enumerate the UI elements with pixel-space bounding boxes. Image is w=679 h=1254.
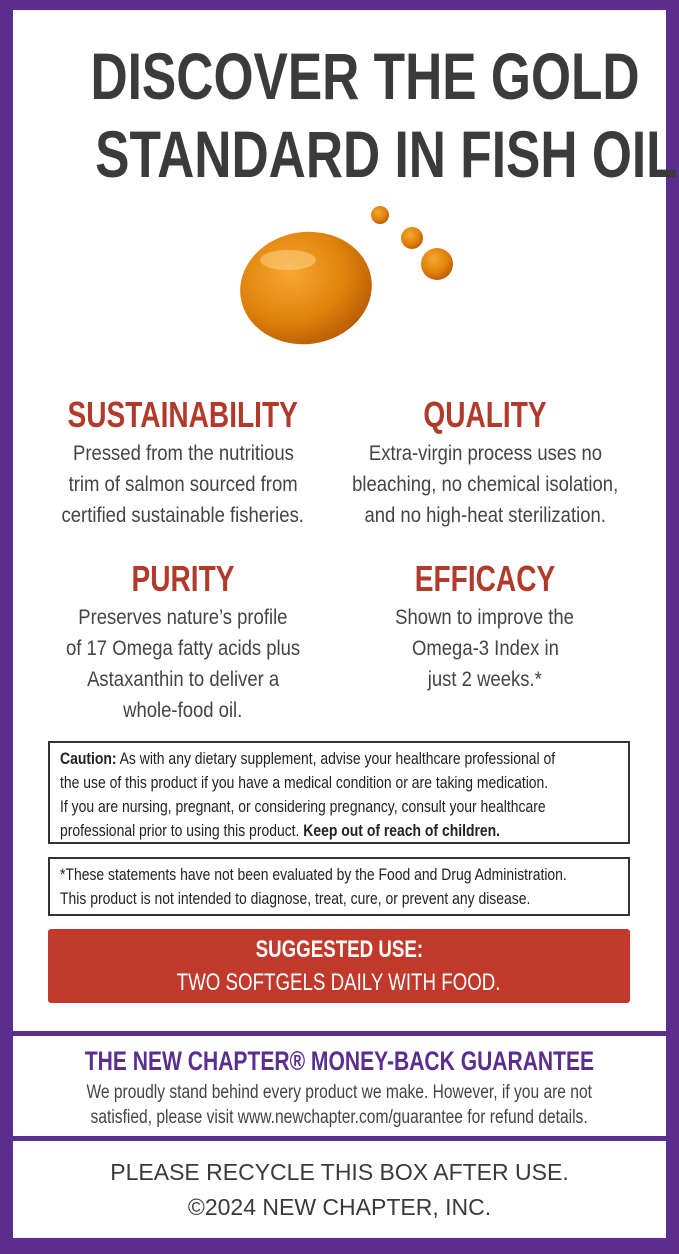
guarantee-text: We proudly stand behind every product we… (86, 1082, 593, 1128)
feature-title-efficacy: EFFICACY (414, 558, 556, 599)
guarantee-title: THE NEW CHAPTER® MONEY-BACK GUARANTEE (84, 1046, 595, 1076)
copyright: ©2024 NEW CHAPTER, INC. (187, 1194, 492, 1220)
feature-text-sustainability: Pressed from the nutritious trim of salm… (61, 442, 305, 527)
footer-panel: PLEASE RECYCLE THIS BOX AFTER USE. ©2024… (13, 1141, 666, 1238)
feature-title-purity: PURITY (131, 558, 235, 599)
suggested-use-banner: SUGGESTED USE: TWO SOFTGELS DAILY WITH F… (48, 929, 630, 1003)
headline-line-2: STANDARD IN FISH OIL (95, 117, 678, 191)
caution-box: Caution: As with any dietary supplement,… (48, 741, 630, 844)
fda-disclaimer-box: *These statements have not been evaluate… (48, 857, 630, 916)
feature-text-quality: Extra-virgin process uses no bleaching, … (351, 442, 619, 527)
feature-title-quality: QUALITY (423, 394, 547, 435)
guarantee-panel: THE NEW CHAPTER® MONEY-BACK GUARANTEE We… (13, 1036, 666, 1136)
oil-drop-icon (240, 206, 453, 345)
feature-title-sustainability: SUSTAINABILITY (67, 394, 299, 435)
headline-line-1: DISCOVER THE GOLD (90, 39, 640, 113)
main-panel: DISCOVER THE GOLD STANDARD IN FISH OIL S… (13, 10, 678, 1031)
feature-text-purity: Preserves nature’s profile of 17 Omega f… (65, 606, 301, 722)
recycle-note: PLEASE RECYCLE THIS BOX AFTER USE. (110, 1159, 569, 1185)
feature-text-efficacy: Shown to improve the Omega-3 Index in ju… (395, 606, 575, 691)
